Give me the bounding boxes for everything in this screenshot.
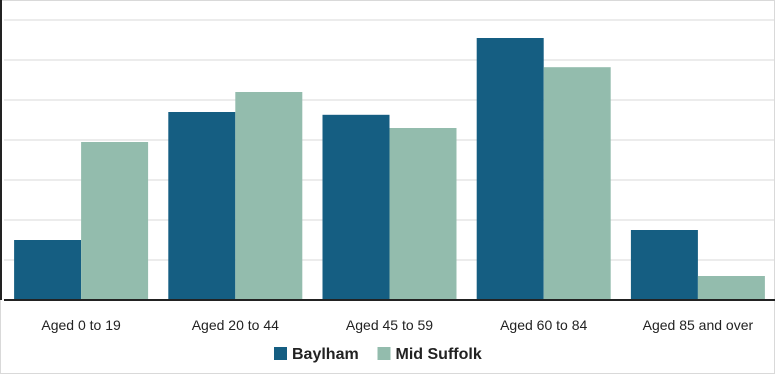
x-tick-label: Aged 20 to 44 (192, 317, 279, 333)
legend-swatch (274, 347, 287, 360)
legend-swatch (377, 347, 391, 360)
bar-mid-suffolk-2 (389, 128, 457, 300)
legend-label: Baylham (292, 346, 359, 363)
bar-mid-suffolk-4 (697, 276, 765, 300)
legend-item-mid-suffolk: Mid Suffolk (377, 346, 482, 363)
x-tick-label: Aged 85 and over (643, 317, 754, 333)
bar-baylham-1 (168, 112, 236, 300)
legend-label: Mid Suffolk (396, 346, 482, 363)
legend-item-baylham: Baylham (274, 346, 359, 363)
bar-mid-suffolk-0 (81, 142, 149, 300)
x-tick-label: Aged 0 to 19 (41, 317, 121, 333)
bars (14, 38, 765, 300)
bar-baylham-0 (14, 240, 82, 300)
bar-mid-suffolk-3 (543, 67, 611, 300)
bar-baylham-3 (476, 38, 544, 300)
x-axis-tick-labels: Aged 0 to 19 Aged 20 to 44 Aged 45 to 59 Ag… (41, 317, 753, 333)
legend: Baylham Mid Suffolk (274, 346, 482, 363)
bar-baylham-4 (630, 230, 698, 300)
x-tick-label: Aged 45 to 59 (346, 317, 433, 333)
bar-mid-suffolk-1 (235, 92, 303, 300)
bar-baylham-2 (322, 114, 390, 300)
x-tick-label: Aged 60 to 84 (500, 317, 587, 333)
